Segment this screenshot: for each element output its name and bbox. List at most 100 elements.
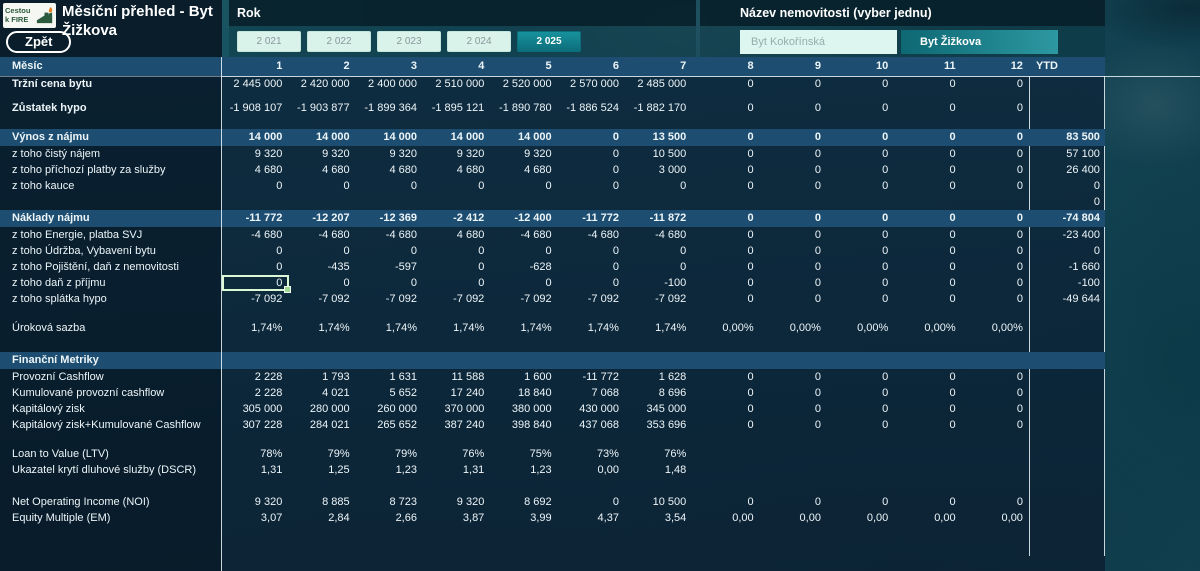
cell[interactable]: 8 696 xyxy=(658,387,687,399)
ytd-cell[interactable]: 0 xyxy=(1093,245,1100,257)
cell[interactable]: -435 xyxy=(327,261,350,273)
cell[interactable]: 4,37 xyxy=(597,512,619,524)
cell[interactable]: 2 445 000 xyxy=(233,78,283,90)
cell[interactable]: -4 680 xyxy=(655,229,687,241)
cell[interactable] xyxy=(828,194,895,210)
cell[interactable]: 4 680 xyxy=(389,164,417,176)
cell[interactable] xyxy=(761,352,828,369)
cell[interactable]: -7 092 xyxy=(251,293,283,305)
cell[interactable]: 265 652 xyxy=(377,419,417,431)
ytd-cell[interactable]: 26 400 xyxy=(1066,164,1100,176)
cell[interactable]: 0 xyxy=(949,293,956,305)
cell[interactable]: 9 320 xyxy=(456,496,485,508)
cell[interactable]: 0 xyxy=(1016,293,1023,305)
cell[interactable] xyxy=(828,352,895,369)
cell[interactable]: 0 xyxy=(949,102,956,114)
ytd-cell[interactable] xyxy=(1030,446,1105,462)
cell[interactable]: 79% xyxy=(327,448,350,460)
cell[interactable]: -12 400 xyxy=(514,212,552,224)
cell[interactable]: -1 903 877 xyxy=(297,102,350,114)
cell[interactable]: 0 xyxy=(949,131,956,143)
cell[interactable]: 0 xyxy=(949,180,956,192)
cell[interactable] xyxy=(222,352,289,369)
year-button-5[interactable]: 2 025 xyxy=(517,31,581,52)
cell[interactable] xyxy=(491,194,558,210)
cell[interactable]: 0 xyxy=(410,245,417,257)
cell[interactable]: -2 412 xyxy=(453,212,485,224)
ytd-cell[interactable]: -49 644 xyxy=(1062,293,1100,305)
cell[interactable]: 0,00 xyxy=(1001,512,1023,524)
cell[interactable]: 398 840 xyxy=(511,419,552,431)
cell[interactable]: 0 xyxy=(276,180,283,192)
cell[interactable]: -11 772 xyxy=(245,212,283,224)
cell[interactable]: 0 xyxy=(882,387,889,399)
cell[interactable] xyxy=(761,446,828,462)
cell[interactable]: 7 068 xyxy=(591,387,619,399)
ytd-cell[interactable]: -1 660 xyxy=(1068,261,1100,273)
cell[interactable]: 2 400 000 xyxy=(368,78,417,90)
cell[interactable] xyxy=(963,352,1030,369)
cell[interactable] xyxy=(895,352,962,369)
cell[interactable]: 2 228 xyxy=(254,387,283,399)
cell[interactable]: -12 207 xyxy=(312,212,350,224)
cell[interactable] xyxy=(559,352,626,369)
cell[interactable] xyxy=(963,446,1030,462)
cell[interactable]: 387 240 xyxy=(444,419,485,431)
cell[interactable]: 14 000 xyxy=(383,131,417,143)
cell[interactable]: 0 xyxy=(612,180,619,192)
cell[interactable] xyxy=(491,352,558,369)
cell[interactable]: -7 092 xyxy=(318,293,350,305)
cell[interactable]: 0 xyxy=(1016,371,1023,383)
cell[interactable] xyxy=(963,194,1030,210)
cell[interactable]: 1,31 xyxy=(462,464,485,476)
ytd-cell[interactable] xyxy=(1030,385,1105,401)
cell[interactable]: 1,74% xyxy=(587,322,619,334)
cell[interactable]: 0,00% xyxy=(722,322,754,334)
cell[interactable]: 14 000 xyxy=(248,131,283,143)
cell[interactable]: 0 xyxy=(747,387,754,399)
cell[interactable]: 0 xyxy=(949,419,956,431)
cell[interactable]: 0 xyxy=(882,78,889,90)
cell[interactable]: 437 068 xyxy=(579,419,619,431)
cell[interactable]: 3,99 xyxy=(530,512,552,524)
cell[interactable]: 0 xyxy=(612,245,619,257)
cell[interactable]: -1 908 107 xyxy=(229,102,283,114)
cell[interactable]: 18 840 xyxy=(517,387,552,399)
cell[interactable]: 8 885 xyxy=(322,496,350,508)
cell[interactable]: -7 092 xyxy=(587,293,619,305)
cell[interactable]: 17 240 xyxy=(450,387,485,399)
cell[interactable]: -7 092 xyxy=(655,293,687,305)
ytd-cell[interactable] xyxy=(1030,352,1105,369)
cell[interactable]: 0 xyxy=(949,277,956,289)
cell[interactable]: 260 000 xyxy=(377,403,417,415)
cell[interactable]: 13 500 xyxy=(652,131,687,143)
cell[interactable]: 0 xyxy=(680,180,687,192)
cell[interactable]: 0 xyxy=(882,277,889,289)
cell[interactable]: 0 xyxy=(343,180,350,192)
cell[interactable]: 0 xyxy=(747,277,754,289)
cell[interactable]: 2,66 xyxy=(395,512,417,524)
ytd-cell[interactable] xyxy=(1030,76,1105,92)
cell[interactable]: 10 500 xyxy=(652,496,687,508)
cell[interactable]: 0 xyxy=(612,164,619,176)
cell[interactable]: 4 021 xyxy=(322,387,350,399)
cell[interactable]: 0,00% xyxy=(991,322,1023,334)
cell[interactable]: -11 772 xyxy=(582,212,619,224)
cell[interactable]: 307 228 xyxy=(242,419,283,431)
cell[interactable]: 0 xyxy=(814,148,821,160)
cell[interactable]: 0 xyxy=(478,245,485,257)
cell[interactable]: -7 092 xyxy=(385,293,417,305)
cell[interactable]: 9 320 xyxy=(254,496,283,508)
cell[interactable]: 0 xyxy=(814,403,821,415)
cell[interactable]: 0 xyxy=(747,102,754,114)
cell[interactable]: 76% xyxy=(664,448,687,460)
cell[interactable]: 4 680 xyxy=(254,164,283,176)
cell[interactable]: -1 890 780 xyxy=(499,102,552,114)
cell[interactable]: 0 xyxy=(949,212,956,224)
cell[interactable]: 0 xyxy=(747,212,754,224)
cell[interactable]: 2 520 000 xyxy=(502,78,552,90)
cell[interactable]: 0 xyxy=(478,277,485,289)
cell[interactable]: 0 xyxy=(612,261,619,273)
cell[interactable]: 0 xyxy=(1016,212,1023,224)
cell[interactable]: 0 xyxy=(276,245,283,257)
